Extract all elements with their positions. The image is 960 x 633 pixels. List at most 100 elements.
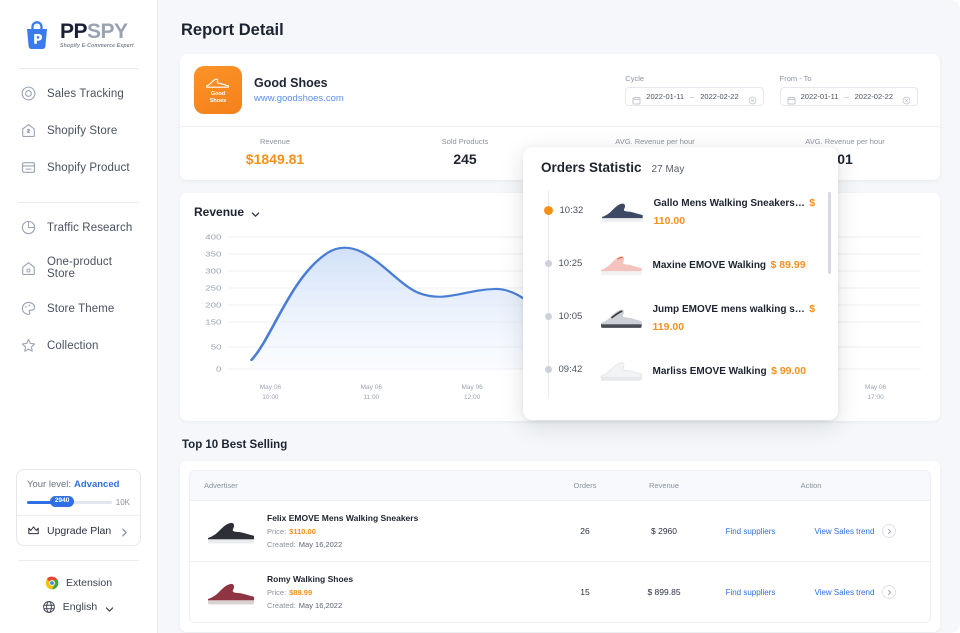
sidebar-item-traffic-research[interactable]: Traffic Research xyxy=(14,209,143,246)
chart-x-tick-time: 10:00 xyxy=(262,394,279,402)
level-text-row: Your level: Advanced xyxy=(27,479,130,490)
price-label: Price: xyxy=(267,527,287,536)
chevron-right-icon[interactable] xyxy=(882,585,897,599)
timeline-dot-icon xyxy=(544,366,552,373)
chart-x-tick: May 06 17:00 xyxy=(825,383,926,403)
top10-title: Top 10 Best Selling xyxy=(182,439,288,451)
list-item[interactable]: 10:32 Gallo Mens Walking Sneakers… $ 110… xyxy=(541,184,820,237)
star-icon xyxy=(20,337,37,354)
svg-text:150: 150 xyxy=(205,318,221,327)
sidebar-bottom-pad xyxy=(14,619,143,633)
cell-revenue: $ 2960 xyxy=(651,526,677,536)
sidebar-spacer xyxy=(14,364,143,469)
orders-scrollbar[interactable] xyxy=(828,192,831,274)
sidebar-item-one-product-store[interactable]: One-product Store xyxy=(14,246,143,290)
sidebar-item-label: Sales Tracking xyxy=(47,87,124,100)
orders-statistic-panel: Orders Statistic 27 May 10:32 Gallo xyxy=(523,147,838,420)
timeline-dot-icon xyxy=(544,313,552,320)
grey-sneaker-icon xyxy=(598,300,644,334)
cell-revenue: $ 899.85 xyxy=(647,587,681,597)
clear-circle-icon[interactable] xyxy=(748,92,757,105)
chrome-icon xyxy=(45,576,59,590)
stat-label: AVG. Revenue per hour xyxy=(615,137,695,146)
clear-circle-icon[interactable] xyxy=(902,92,911,105)
revenue-chart-header[interactable]: Revenue xyxy=(194,205,926,219)
svg-text:350: 350 xyxy=(205,250,221,259)
from-to-date-dash: – xyxy=(844,92,849,101)
product-cell: Romy Walking Shoes Price: $89.99 Created:… xyxy=(204,573,548,611)
chart-x-tick-date: May 06 xyxy=(461,384,483,391)
sidebar-divider-bottom xyxy=(18,560,139,561)
sidebar-item-shopify-store[interactable]: Shopify Store xyxy=(14,112,143,149)
order-time: 10:05 xyxy=(558,311,583,322)
from-to-date-to: 2022-02-22 xyxy=(854,92,893,101)
language-label: English xyxy=(62,601,98,613)
column-header-revenue: Revenue xyxy=(648,481,680,490)
black-sneaker-icon xyxy=(204,512,256,550)
orders-list[interactable]: 10:32 Gallo Mens Walking Sneakers… $ 110… xyxy=(523,184,838,406)
order-time: 10:32 xyxy=(559,205,584,216)
level-value: Advanced xyxy=(74,479,120,490)
chart-x-tick: May 06 10:00 xyxy=(220,383,321,403)
white-sneaker-icon xyxy=(598,353,644,387)
cycle-filter-label: Cycle xyxy=(625,74,645,83)
chevron-down-icon[interactable] xyxy=(250,207,261,218)
sidebar-item-store-theme[interactable]: Store Theme xyxy=(14,290,143,327)
sidebar-item-label: Shopify Product xyxy=(47,161,130,174)
globe-icon xyxy=(42,600,56,614)
find-suppliers-link[interactable]: Find suppliers xyxy=(725,587,776,597)
summary-stats-row: Revenue $1849.81 Sold Products 245 AVG. … xyxy=(180,126,940,180)
order-price: $ 110.00 xyxy=(653,196,816,227)
home-icon xyxy=(20,260,37,277)
order-meta: Maxine EMOVE Walking $ 89.99 xyxy=(653,255,806,273)
created-label: Created: xyxy=(267,601,296,610)
logo-text-pp: PP xyxy=(60,19,88,43)
list-item[interactable]: 10:05 Jump EMOVE mens walking s… $ 119.0… xyxy=(541,290,820,343)
order-product-name: Maxine EMOVE Walking xyxy=(652,259,767,271)
sidebar-item-collection[interactable]: Collection xyxy=(14,327,143,364)
order-product-name: Gallo Mens Walking Sneakers… xyxy=(653,197,805,209)
from-to-filter: From - To 2022-01-11 – 2022-02-22 xyxy=(779,74,918,106)
sidebar-item-label: Traffic Research xyxy=(47,221,133,234)
app-logo[interactable]: PPSPY Shopify E-Commerce Expert xyxy=(14,0,143,52)
sidebar-divider-mid xyxy=(18,202,139,203)
order-product-name: Jump EMOVE mens walking s… xyxy=(652,303,805,315)
level-prefix-label: Your level: xyxy=(27,479,72,490)
stat-label: Sold Products xyxy=(441,137,489,146)
store-url-link[interactable]: www.goodshoes.com xyxy=(254,93,344,104)
top10-table: Advertiser Orders Revenue Action xyxy=(189,470,931,623)
product-box-icon xyxy=(20,159,37,176)
chevron-right-icon[interactable] xyxy=(882,524,897,538)
table-header-row: Advertiser Orders Revenue Action xyxy=(190,471,930,500)
order-meta: Marliss EMOVE Walking $ 99.00 xyxy=(653,361,807,379)
product-price-line: Price: $89.99 xyxy=(267,588,353,597)
sidebar-item-sales-tracking[interactable]: Sales Tracking xyxy=(14,75,143,112)
target-icon xyxy=(20,85,37,102)
view-sales-trend-link[interactable]: View Sales trend xyxy=(814,587,875,597)
svg-text:0: 0 xyxy=(216,365,222,374)
order-meta: Jump EMOVE mens walking s… $ 119.00 xyxy=(653,299,821,335)
level-progress-max: 10K xyxy=(115,498,130,507)
product-created-line: Created: May 16,2022 xyxy=(267,601,353,610)
logo-text-spy: SPY xyxy=(87,19,128,43)
svg-text:400: 400 xyxy=(205,233,221,242)
chart-x-tick-date: May 06 xyxy=(864,384,887,391)
cycle-date-range-input[interactable]: 2022-01-11 – 2022-02-22 xyxy=(625,87,764,106)
chart-x-tick-date: May 06 xyxy=(259,384,282,391)
stat-value: 01 xyxy=(837,151,853,167)
upgrade-plan-button[interactable]: Upgrade Plan xyxy=(17,515,140,545)
from-to-date-from: 2022-01-11 xyxy=(800,92,839,101)
list-item[interactable]: 10:25 Maxine EMOVE Walking $ 89.99 xyxy=(541,237,820,290)
extension-link[interactable]: Extension xyxy=(14,571,143,595)
view-sales-trend-link[interactable]: View Sales trend xyxy=(814,526,875,536)
sidebar-item-shopify-product[interactable]: Shopify Product xyxy=(14,149,143,186)
find-suppliers-link[interactable]: Find suppliers xyxy=(725,526,776,536)
calendar-icon xyxy=(632,92,641,105)
language-selector[interactable]: English xyxy=(14,595,143,619)
from-to-date-range-input[interactable]: 2022-01-11 – 2022-02-22 xyxy=(779,87,918,106)
list-item[interactable]: 09:42 Marliss EMOVE Walking $ 99.00 xyxy=(541,343,820,396)
product-created: May 16,2022 xyxy=(298,540,343,549)
product-cell: Felix EMOVE Mens Walking Sneakers Price:… xyxy=(204,512,548,550)
cell-orders: 26 xyxy=(580,526,590,536)
